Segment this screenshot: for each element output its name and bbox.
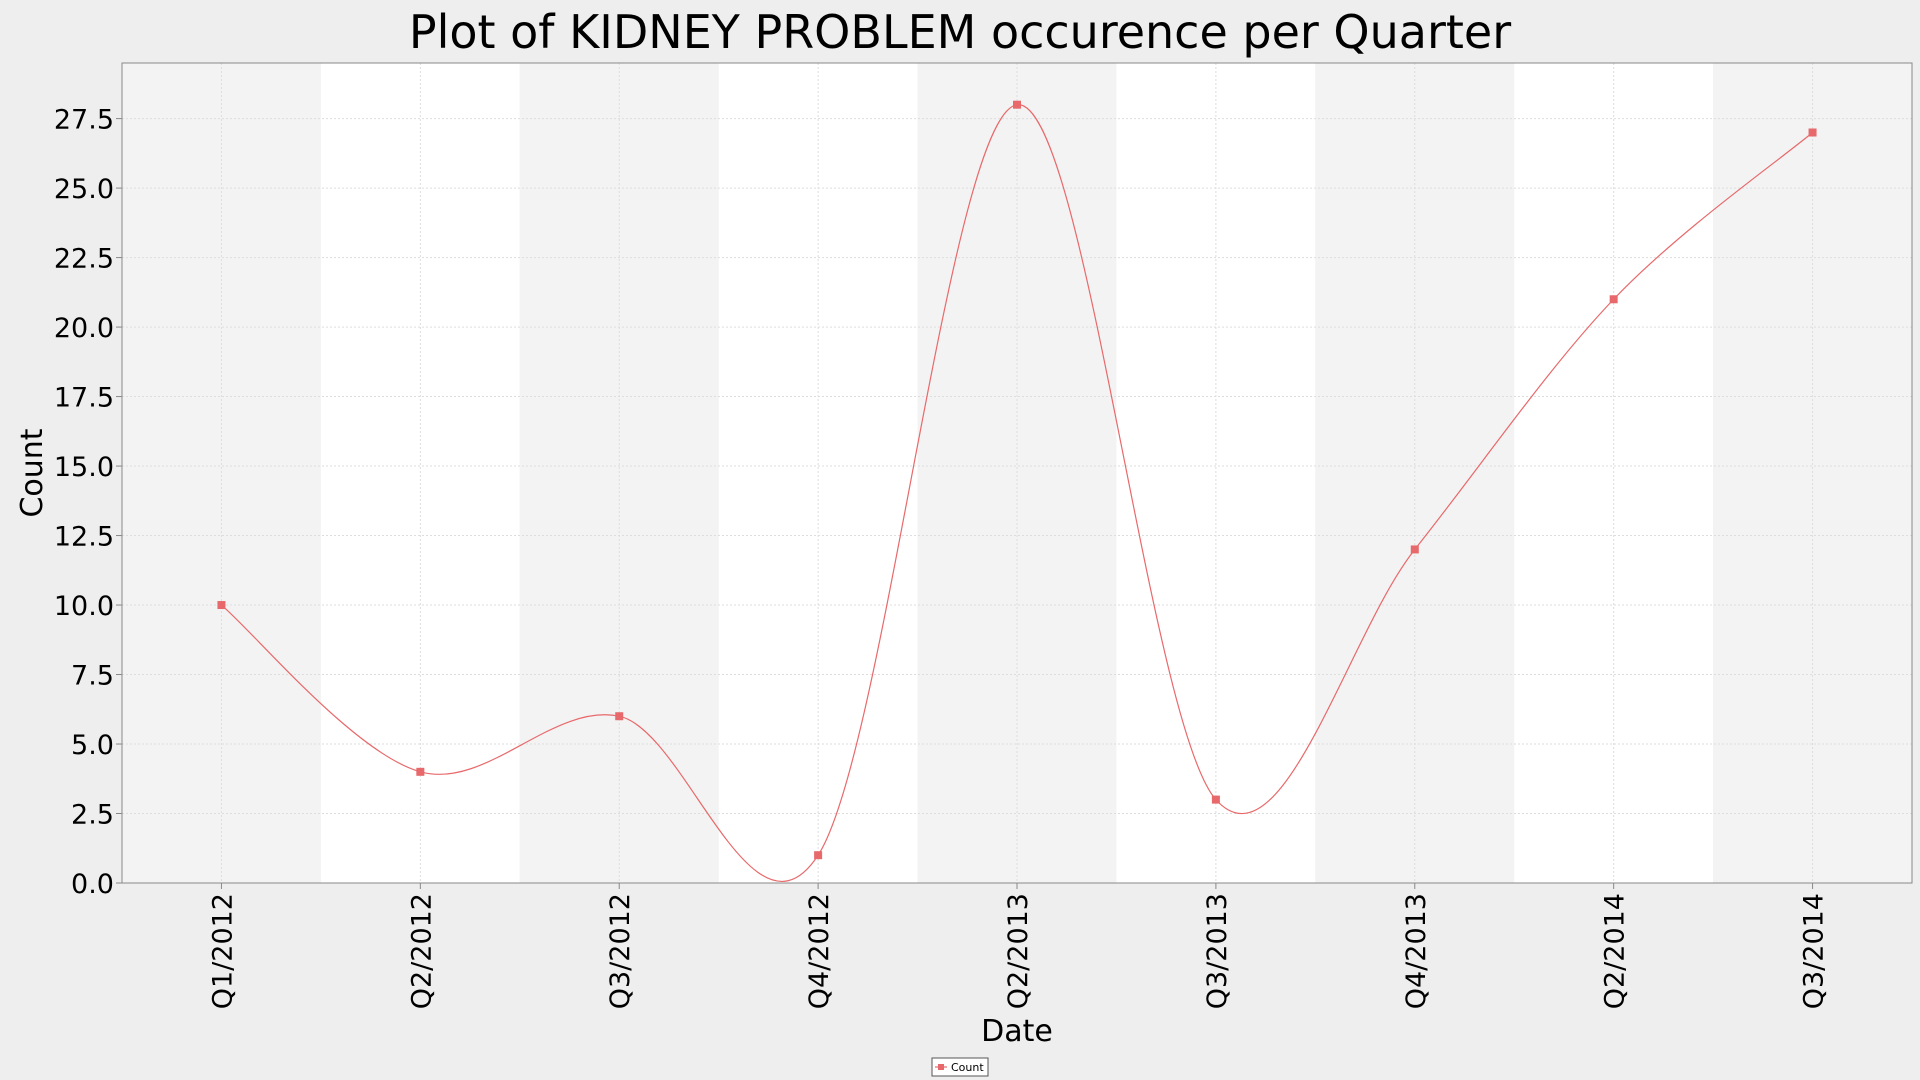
data-point — [1013, 100, 1021, 109]
y-tick-label: 7.5 — [71, 661, 114, 692]
series-markers — [217, 100, 1817, 860]
data-point — [416, 767, 425, 776]
y-tick-label: 15.0 — [54, 452, 114, 483]
data-point — [1410, 545, 1419, 554]
x-tick-label: Q1/2012 — [207, 893, 238, 1009]
y-axis-ticks: 0.0 2.5 5.0 7.5 10.0 12.5 15.0 17.5 20.0 22.5 25.0… — [54, 105, 122, 900]
x-tick-label: Q2/2014 — [1600, 893, 1631, 1009]
data-point — [615, 712, 624, 721]
y-tick-label: 27.5 — [54, 105, 114, 136]
y-tick-label: 0.0 — [71, 869, 114, 900]
y-tick-label: 22.5 — [54, 244, 114, 275]
x-tick-label: Q3/2012 — [605, 893, 636, 1009]
x-tick-label: Q3/2013 — [1202, 893, 1233, 1009]
y-tick-label: 12.5 — [54, 522, 114, 553]
y-tick-label: 25.0 — [54, 174, 114, 205]
x-tick-label: Q3/2014 — [1799, 893, 1830, 1009]
data-point — [1609, 295, 1618, 304]
y-tick-label: 2.5 — [71, 800, 114, 831]
x-axis-ticks: Q1/2012 Q2/2012 Q3/2012 Q4/2012 Q2/2013 Q3/20… — [207, 883, 1830, 1009]
y-tick-label: 5.0 — [71, 730, 114, 761]
x-tick-label: Q2/2013 — [1003, 893, 1034, 1009]
x-axis-title: Date — [981, 1014, 1053, 1049]
legend-box — [931, 1057, 989, 1077]
grid-lines — [122, 63, 1912, 884]
data-point — [217, 601, 226, 610]
legend-marker-count — [938, 1064, 944, 1070]
x-tick-label: Q4/2012 — [804, 893, 835, 1009]
y-tick-label: 20.0 — [54, 313, 114, 344]
data-point — [814, 851, 823, 860]
legend: Count — [931, 1057, 989, 1077]
data-point — [1808, 128, 1817, 137]
legend-label-count: Count — [951, 1061, 984, 1074]
y-tick-label: 17.5 — [54, 383, 114, 414]
y-axis-title: Count — [15, 428, 50, 517]
chart-title: Plot of KIDNEY PROBLEM occurence per Qua… — [409, 5, 1511, 59]
x-tick-label: Q4/2013 — [1401, 893, 1432, 1009]
x-tick-label: Q2/2012 — [406, 893, 437, 1009]
data-point — [1211, 795, 1220, 804]
y-tick-label: 10.0 — [54, 591, 114, 622]
